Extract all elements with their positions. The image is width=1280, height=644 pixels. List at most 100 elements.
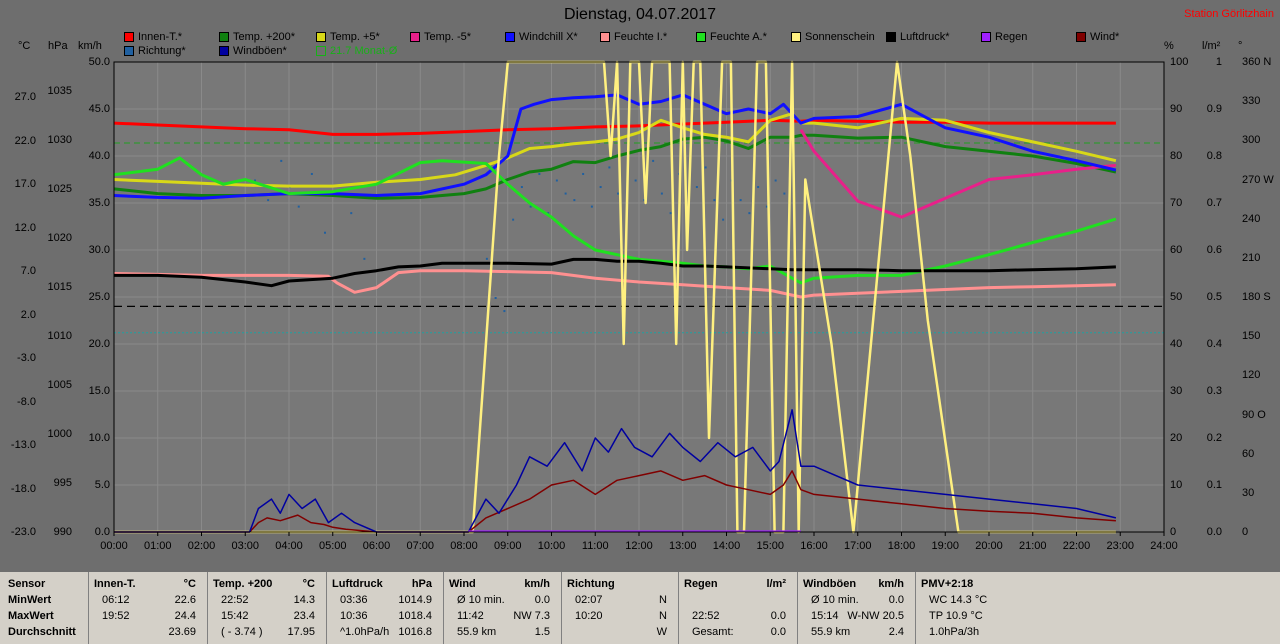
time-tick-label: 07:00 bbox=[406, 540, 435, 552]
rain-tick-label: 0.8 bbox=[1206, 150, 1222, 162]
row-label: Sensor bbox=[8, 578, 46, 590]
celsius-tick-label: -18.0 bbox=[10, 482, 36, 495]
weather-chart bbox=[113, 60, 1165, 536]
legend-swatch bbox=[1076, 32, 1086, 42]
legend-item: Feuchte I.* bbox=[600, 31, 667, 43]
time-tick-label: 05:00 bbox=[318, 540, 347, 552]
hpa-tick-label: 1005 bbox=[47, 379, 72, 391]
legend-swatch bbox=[316, 32, 326, 42]
time-tick-label: 11:00 bbox=[581, 540, 609, 552]
hpa-tick-label: 1035 bbox=[47, 85, 72, 97]
table-cell-value: 23.4 bbox=[293, 610, 315, 622]
rain-tick-label: 1 bbox=[1215, 56, 1222, 68]
legend-item: Temp. +5* bbox=[316, 31, 380, 43]
time-tick-label: 24:00 bbox=[1150, 540, 1178, 552]
rain-tick-label: 0.2 bbox=[1206, 432, 1222, 444]
column-unit: km/h bbox=[524, 578, 550, 590]
richtung-point bbox=[485, 257, 488, 260]
table-cell-value: W-NW 20.5 bbox=[847, 610, 904, 622]
column-unit: km/h bbox=[878, 578, 904, 590]
legend-label: Feuchte I.* bbox=[614, 31, 668, 43]
rain-tick-label: 0.5 bbox=[1206, 291, 1222, 303]
percent-tick-label: 100 bbox=[1170, 56, 1189, 68]
table-cell-value: 24.4 bbox=[174, 610, 196, 622]
richtung-point bbox=[350, 212, 353, 215]
table-column bbox=[326, 572, 438, 644]
table-cell-label: 10:20 bbox=[575, 610, 603, 622]
rain-tick-label: 0.0 bbox=[1206, 526, 1222, 538]
table-cell-value: 2.4 bbox=[888, 626, 904, 638]
richtung-point bbox=[652, 159, 655, 162]
time-tick-label: 13:00 bbox=[668, 540, 697, 552]
percent-tick-label: 80 bbox=[1170, 150, 1183, 162]
richtung-point bbox=[695, 186, 698, 189]
table-cell-label: 55.9 km bbox=[457, 626, 497, 638]
series-windb-en bbox=[114, 409, 1117, 533]
richtung-point bbox=[538, 172, 541, 175]
richtung-point bbox=[599, 186, 602, 189]
table-cell-label: 22:52 bbox=[692, 610, 720, 622]
percent-tick-label: 60 bbox=[1170, 244, 1183, 256]
table-cell-label: Ø 10 min. bbox=[811, 594, 859, 606]
legend-swatch bbox=[505, 32, 515, 42]
rain-tick-label: 0.6 bbox=[1206, 244, 1222, 256]
unit-hpa: hPa bbox=[48, 40, 68, 52]
column-header: Innen-T. bbox=[94, 578, 136, 590]
table-cell-label: 22:52 bbox=[221, 594, 249, 606]
richtung-point bbox=[520, 186, 523, 189]
richtung-point bbox=[363, 257, 366, 260]
hpa-tick-label: 1020 bbox=[47, 232, 72, 244]
table-cell-value: 17.95 bbox=[287, 626, 315, 638]
table-cell-value: 14.3 bbox=[293, 594, 315, 606]
unit-kmh: km/h bbox=[78, 40, 102, 52]
legend-label: 21.7 Monat-Ø bbox=[330, 45, 398, 57]
legend-item: Innen-T.* bbox=[124, 31, 182, 43]
rain-tick-label: 0.9 bbox=[1206, 103, 1222, 115]
unit-percent: % bbox=[1164, 40, 1174, 52]
time-tick-label: 22:00 bbox=[1062, 540, 1091, 552]
legend-item: Regen bbox=[981, 31, 1027, 43]
series-feuchte-a bbox=[113, 156, 1117, 285]
kmh-tick-label: 45.0 bbox=[88, 103, 110, 115]
legend-item: Sonnenschein bbox=[791, 31, 875, 43]
table-cell-value: N bbox=[659, 594, 667, 606]
legend-label: Windböen* bbox=[233, 45, 287, 57]
legend-label: Feuchte A.* bbox=[710, 31, 767, 43]
legend-label: Temp. -5* bbox=[424, 31, 472, 43]
column-unit: °C bbox=[302, 578, 315, 590]
kmh-tick-label: 15.0 bbox=[88, 385, 110, 397]
table-column bbox=[88, 572, 202, 644]
celsius-tick-label: 27.0 bbox=[14, 91, 36, 103]
axes bbox=[113, 61, 1165, 536]
time-tick-label: 04:00 bbox=[275, 540, 303, 552]
hpa-tick-label: 1025 bbox=[47, 183, 72, 195]
percent-tick-label: 70 bbox=[1170, 197, 1183, 209]
table-cell-value: 23.69 bbox=[168, 626, 196, 638]
richtung-point bbox=[573, 199, 576, 202]
time-tick-label: 20:00 bbox=[975, 540, 1003, 552]
legend-swatch bbox=[981, 32, 991, 42]
time-tick-label: 10:00 bbox=[537, 540, 566, 552]
table-cell-value: 22.6 bbox=[174, 594, 196, 606]
percent-tick-label: 10 bbox=[1170, 479, 1183, 491]
percent-tick-label: 90 bbox=[1170, 103, 1183, 115]
chart-title: Dienstag, 04.07.2017 bbox=[563, 6, 717, 23]
legend-swatch bbox=[886, 32, 896, 42]
richtung-point bbox=[555, 179, 558, 182]
richtung-point bbox=[494, 297, 497, 299]
celsius-tick-label: 2.0 bbox=[20, 308, 36, 321]
column-unit: l/m² bbox=[766, 578, 786, 590]
hpa-tick-label: 995 bbox=[53, 477, 72, 489]
richtung-point bbox=[297, 205, 300, 208]
table-cell-label: Gesamt: bbox=[692, 626, 734, 638]
legend-swatch bbox=[219, 46, 229, 56]
kmh-tick-label: 50.0 bbox=[88, 56, 110, 68]
unit-deg: ° bbox=[1238, 40, 1243, 52]
time-tick-label: 17:00 bbox=[843, 540, 872, 552]
direction-tick-label: 270 W bbox=[1242, 173, 1274, 186]
kmh-tick-label: 10.0 bbox=[88, 432, 110, 444]
richtung-point bbox=[512, 218, 515, 221]
station-name: Station Görlitzhain bbox=[1184, 8, 1274, 20]
celsius-tick-label: 12.0 bbox=[14, 221, 36, 234]
legend-item: Feuchte A.* bbox=[696, 31, 767, 43]
